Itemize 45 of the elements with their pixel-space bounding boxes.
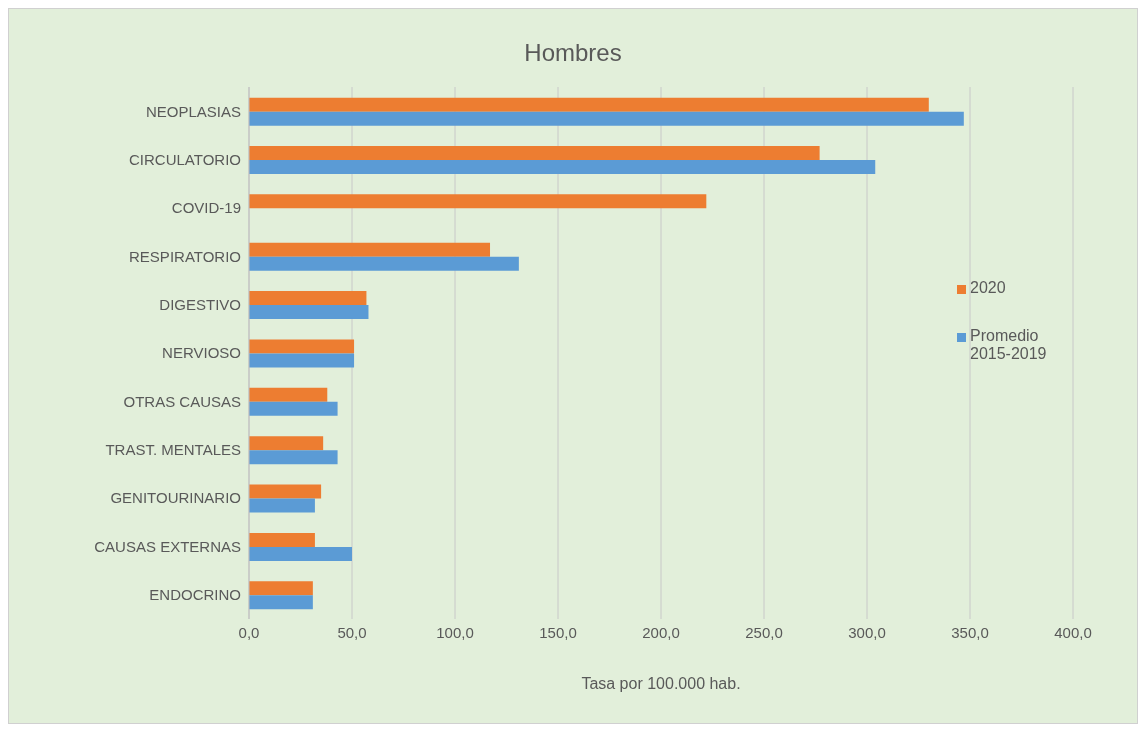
bar [249, 194, 707, 209]
x-tick-label: 400,0 [1054, 623, 1092, 641]
bar [249, 387, 328, 402]
bar [249, 498, 315, 513]
bar [249, 339, 355, 354]
y-tick-label: OTRAS CAUSAS [123, 392, 241, 410]
bar [249, 436, 324, 451]
legend-label: Promedio 2015-2019 [970, 327, 1048, 363]
bar [249, 242, 491, 257]
y-tick-label: DIGESTIVO [159, 295, 241, 313]
x-axis-title: Tasa por 100.000 hab. [581, 675, 741, 692]
y-tick-label: NEOPLASIAS [145, 102, 241, 120]
bar [249, 450, 338, 465]
bar [249, 305, 369, 320]
x-tick-label: 150,0 [539, 623, 577, 641]
x-tick-label: 100,0 [436, 623, 474, 641]
bar [249, 111, 964, 126]
bar [249, 532, 315, 547]
bar [249, 595, 313, 610]
bar [249, 546, 352, 561]
y-tick-label: COVID-19 [171, 199, 241, 217]
bar [249, 146, 820, 160]
y-tick-label: CAUSAS EXTERNAS [94, 537, 241, 555]
chart-title: Hombres [523, 39, 623, 67]
y-tick-label: NERVIOSO [162, 344, 241, 362]
y-tick-label: TRAST. MENTALES [105, 441, 241, 459]
x-tick-label: 200,0 [642, 623, 680, 641]
bar [249, 160, 876, 174]
legend-label: 2020 [970, 279, 1006, 297]
y-tick-label: RESPIRATORIO [129, 247, 241, 265]
bar [249, 353, 355, 368]
bar [249, 401, 338, 416]
x-tick-label: 300,0 [848, 623, 886, 641]
x-tick-label: 250,0 [745, 623, 783, 641]
y-tick-label: ENDOCRINO [149, 586, 241, 604]
y-tick-label: CIRCULATORIO [129, 150, 241, 168]
x-tick-label: 0,0 [238, 623, 260, 641]
bar [249, 97, 929, 112]
y-tick-label: GENITOURINARIO [110, 489, 241, 507]
x-tick-label: 50,0 [337, 623, 367, 641]
bar [249, 484, 322, 499]
bar [249, 256, 519, 271]
bar [249, 581, 313, 596]
x-tick-label: 350,0 [951, 623, 989, 641]
bar [249, 291, 367, 306]
